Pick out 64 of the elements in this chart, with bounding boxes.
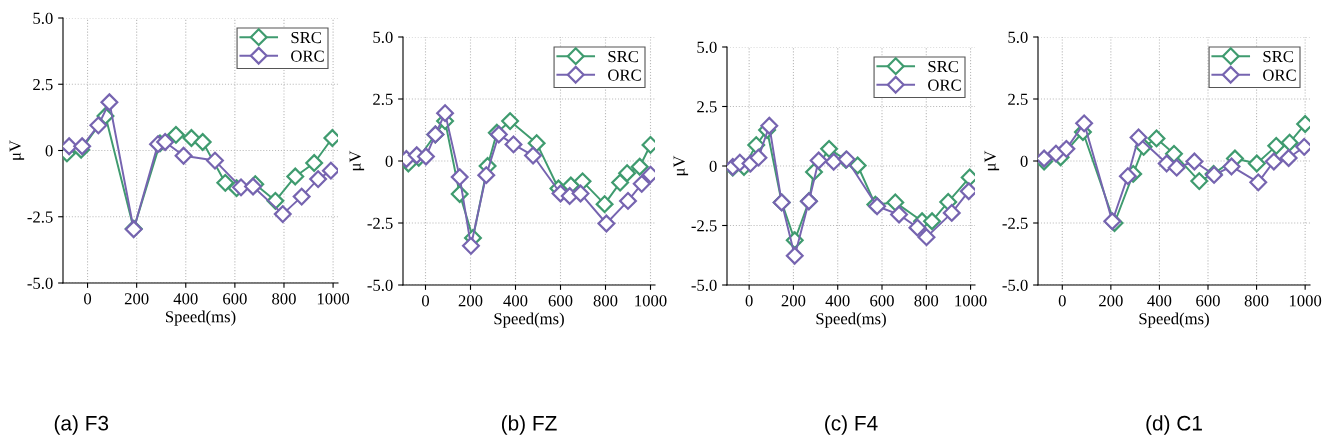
x-tick-label: 0 — [84, 293, 92, 305]
legend-label: SRC — [1263, 50, 1293, 63]
x-axis-title: Speed(ms) — [816, 312, 886, 328]
text: (c) F4 — [825, 415, 878, 435]
x-tick-label: 200 — [781, 295, 806, 307]
text: (d) C1 — [1146, 415, 1202, 435]
x-tick-label: 400 — [173, 293, 198, 305]
x-tick-label: 1000 — [1289, 295, 1322, 307]
y-tick-label: 0 — [1020, 155, 1028, 167]
x-tick-label: 600 — [1196, 295, 1220, 307]
y-tick-label: -5.0 — [367, 279, 393, 292]
x-tick-label: 400 — [825, 295, 850, 307]
y-axis-title: μV — [673, 155, 689, 176]
legend-label: SRC — [291, 31, 321, 44]
text: (a) F3 — [54, 415, 109, 435]
y-tick-label: -2.5 — [27, 211, 53, 223]
y-axis-title: μV — [984, 150, 1000, 171]
x-tick-label: 1000 — [317, 293, 350, 305]
y-tick-label: 2.5 — [697, 101, 717, 113]
y-tick-label: -2.5 — [1002, 217, 1028, 230]
x-tick-label: 400 — [1147, 295, 1172, 307]
legend-label: ORC — [608, 69, 641, 81]
text: (b) FZ — [501, 415, 557, 435]
legend-label: SRC — [928, 60, 958, 73]
y-axis-title: μV — [349, 150, 365, 171]
y-tick-label: 0 — [45, 145, 53, 157]
x-tick-label: 1000 — [955, 295, 987, 307]
x-tick-label: 800 — [593, 295, 618, 307]
legend-label: SRC — [608, 50, 638, 63]
x-tick-label: 0 — [421, 295, 430, 307]
y-tick-label: 0 — [709, 160, 717, 172]
y-tick-label: 5.0 — [697, 41, 717, 54]
y-tick-label: 5.0 — [1008, 31, 1028, 44]
legend-label: ORC — [928, 79, 961, 91]
y-tick-label: -5.0 — [691, 279, 717, 292]
x-tick-label: 600 — [223, 293, 247, 305]
y-tick-label: 0 — [385, 155, 393, 167]
x-axis-title: Speed(ms) — [165, 310, 236, 326]
y-tick-label: -5.0 — [27, 277, 53, 290]
x-tick-label: 200 — [124, 293, 149, 305]
x-tick-label: 800 — [914, 295, 939, 307]
x-tick-label: 400 — [503, 295, 528, 307]
y-axis-title: μV — [9, 140, 25, 160]
y-tick-label: 5.0 — [33, 12, 53, 25]
legend-label: ORC — [1263, 69, 1296, 81]
x-tick-label: 600 — [870, 295, 894, 307]
x-tick-label: 800 — [272, 293, 296, 305]
x-tick-label: 0 — [1058, 295, 1066, 307]
x-tick-label: 800 — [1244, 295, 1269, 307]
y-tick-label: 2.5 — [1008, 93, 1028, 106]
y-tick-label: -2.5 — [691, 220, 717, 232]
x-tick-label: 200 — [1099, 295, 1123, 307]
x-tick-label: 600 — [548, 295, 573, 307]
y-tick-label: 2.5 — [373, 93, 393, 106]
x-tick-label: 0 — [745, 295, 753, 307]
y-tick-label: 5.0 — [373, 31, 393, 44]
y-tick-label: -2.5 — [367, 217, 393, 230]
x-axis-title: Speed(ms) — [1139, 312, 1209, 328]
y-tick-label: -5.0 — [1002, 279, 1028, 292]
x-tick-label: 1000 — [635, 295, 667, 307]
x-tick-label: 200 — [458, 295, 483, 307]
legend-label: ORC — [291, 50, 324, 62]
y-tick-label: 2.5 — [33, 79, 53, 91]
x-axis-title: Speed(ms) — [494, 312, 564, 328]
